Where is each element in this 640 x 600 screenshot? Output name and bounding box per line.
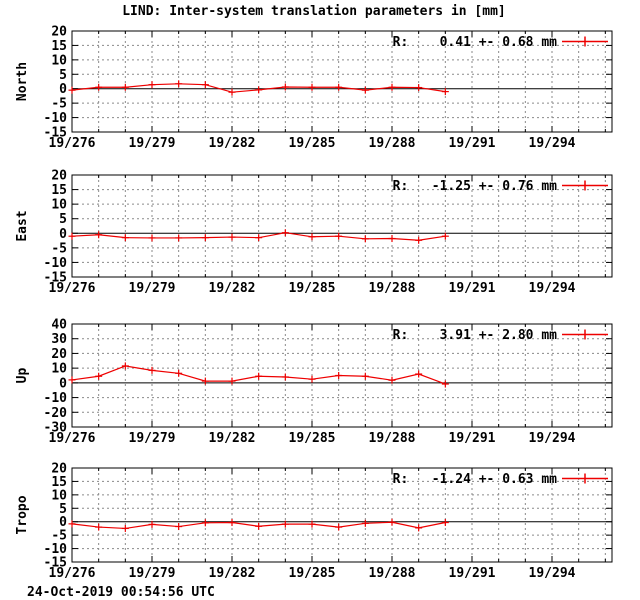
y-tick-label: -20 xyxy=(44,406,68,421)
y-tick-label: -10 xyxy=(44,542,68,557)
page-title: LIND: Inter-system translation parameter… xyxy=(122,4,506,19)
y-tick-label: -15 xyxy=(44,271,67,286)
y-tick-label: -30 xyxy=(44,421,68,436)
y-tick-label: 0 xyxy=(59,376,67,391)
x-tick-label: 19/276 xyxy=(49,431,96,446)
y-axis-label: East xyxy=(15,210,30,241)
y-tick-label: 0 xyxy=(59,515,67,530)
y-tick-label: 5 xyxy=(59,502,67,517)
x-tick-label: 19/285 xyxy=(289,281,336,296)
y-tick-label: 10 xyxy=(51,362,67,377)
x-tick-label: 19/279 xyxy=(129,281,176,296)
plot-border xyxy=(71,30,613,133)
y-tick-label: 15 xyxy=(51,39,67,54)
x-tick-label: 19/291 xyxy=(449,281,496,296)
plot-border xyxy=(71,467,613,563)
x-tick-label: 19/282 xyxy=(209,136,256,151)
x-tick-label: 19/279 xyxy=(129,136,176,151)
plot-border xyxy=(71,323,613,428)
x-tick-label: 19/288 xyxy=(369,136,416,151)
y-axis-label: Tropo xyxy=(15,495,30,534)
y-tick-label: -15 xyxy=(44,126,67,141)
x-tick-label: 19/291 xyxy=(449,136,496,151)
y-tick-label: 10 xyxy=(51,53,67,68)
x-tick-label: 19/276 xyxy=(49,281,96,296)
legend-label: R: 3.91 +- 2.80 mm xyxy=(393,328,558,343)
x-tick-label: 19/282 xyxy=(209,431,256,446)
y-tick-label: -15 xyxy=(44,556,67,571)
y-tick-label: -10 xyxy=(44,391,68,406)
y-tick-label: 15 xyxy=(51,183,67,198)
x-tick-label: 19/276 xyxy=(49,566,96,581)
y-tick-label: 10 xyxy=(51,198,67,213)
x-tick-label: 19/285 xyxy=(289,566,336,581)
y-tick-label: 0 xyxy=(59,82,67,97)
y-tick-label: 20 xyxy=(51,462,67,477)
x-tick-label: 19/294 xyxy=(529,431,576,446)
y-tick-label: 5 xyxy=(59,212,67,227)
x-tick-label: 19/291 xyxy=(449,431,496,446)
y-tick-label: -5 xyxy=(51,529,67,544)
x-tick-label: 19/294 xyxy=(529,281,576,296)
y-tick-label: 0 xyxy=(59,227,67,242)
y-axis-label: Up xyxy=(15,368,30,384)
y-tick-label: -10 xyxy=(44,111,68,126)
x-tick-label: 19/285 xyxy=(289,431,336,446)
y-tick-label: -5 xyxy=(51,97,67,112)
y-axis-label: North xyxy=(15,62,30,101)
x-tick-label: 19/285 xyxy=(289,136,336,151)
plot-border xyxy=(71,174,613,278)
y-tick-label: 30 xyxy=(51,332,67,347)
y-tick-label: 10 xyxy=(51,488,67,503)
y-tick-label: 20 xyxy=(51,347,67,362)
y-tick-label: 20 xyxy=(51,169,67,184)
y-tick-label: 40 xyxy=(51,318,67,333)
x-tick-label: 19/279 xyxy=(129,566,176,581)
y-tick-label: 15 xyxy=(51,475,67,490)
legend-label: R: 0.41 +- 0.68 mm xyxy=(393,35,558,50)
x-tick-label: 19/276 xyxy=(49,136,96,151)
y-tick-label: -10 xyxy=(44,256,68,271)
x-tick-label: 19/294 xyxy=(529,566,576,581)
x-tick-label: 19/282 xyxy=(209,281,256,296)
legend-label: R: -1.24 +- 0.63 mm xyxy=(393,472,558,487)
x-tick-label: 19/288 xyxy=(369,281,416,296)
y-tick-label: 5 xyxy=(59,68,67,83)
y-tick-label: 20 xyxy=(51,25,67,40)
x-tick-label: 19/282 xyxy=(209,566,256,581)
y-tick-label: -5 xyxy=(51,241,67,256)
x-tick-label: 19/294 xyxy=(529,136,576,151)
legend-label: R: -1.25 +- 0.76 mm xyxy=(393,179,558,194)
x-tick-label: 19/288 xyxy=(369,566,416,581)
x-tick-label: 19/288 xyxy=(369,431,416,446)
x-tick-label: 19/279 xyxy=(129,431,176,446)
x-tick-label: 19/291 xyxy=(449,566,496,581)
timestamp: 24-Oct-2019 00:54:56 UTC xyxy=(27,585,215,600)
